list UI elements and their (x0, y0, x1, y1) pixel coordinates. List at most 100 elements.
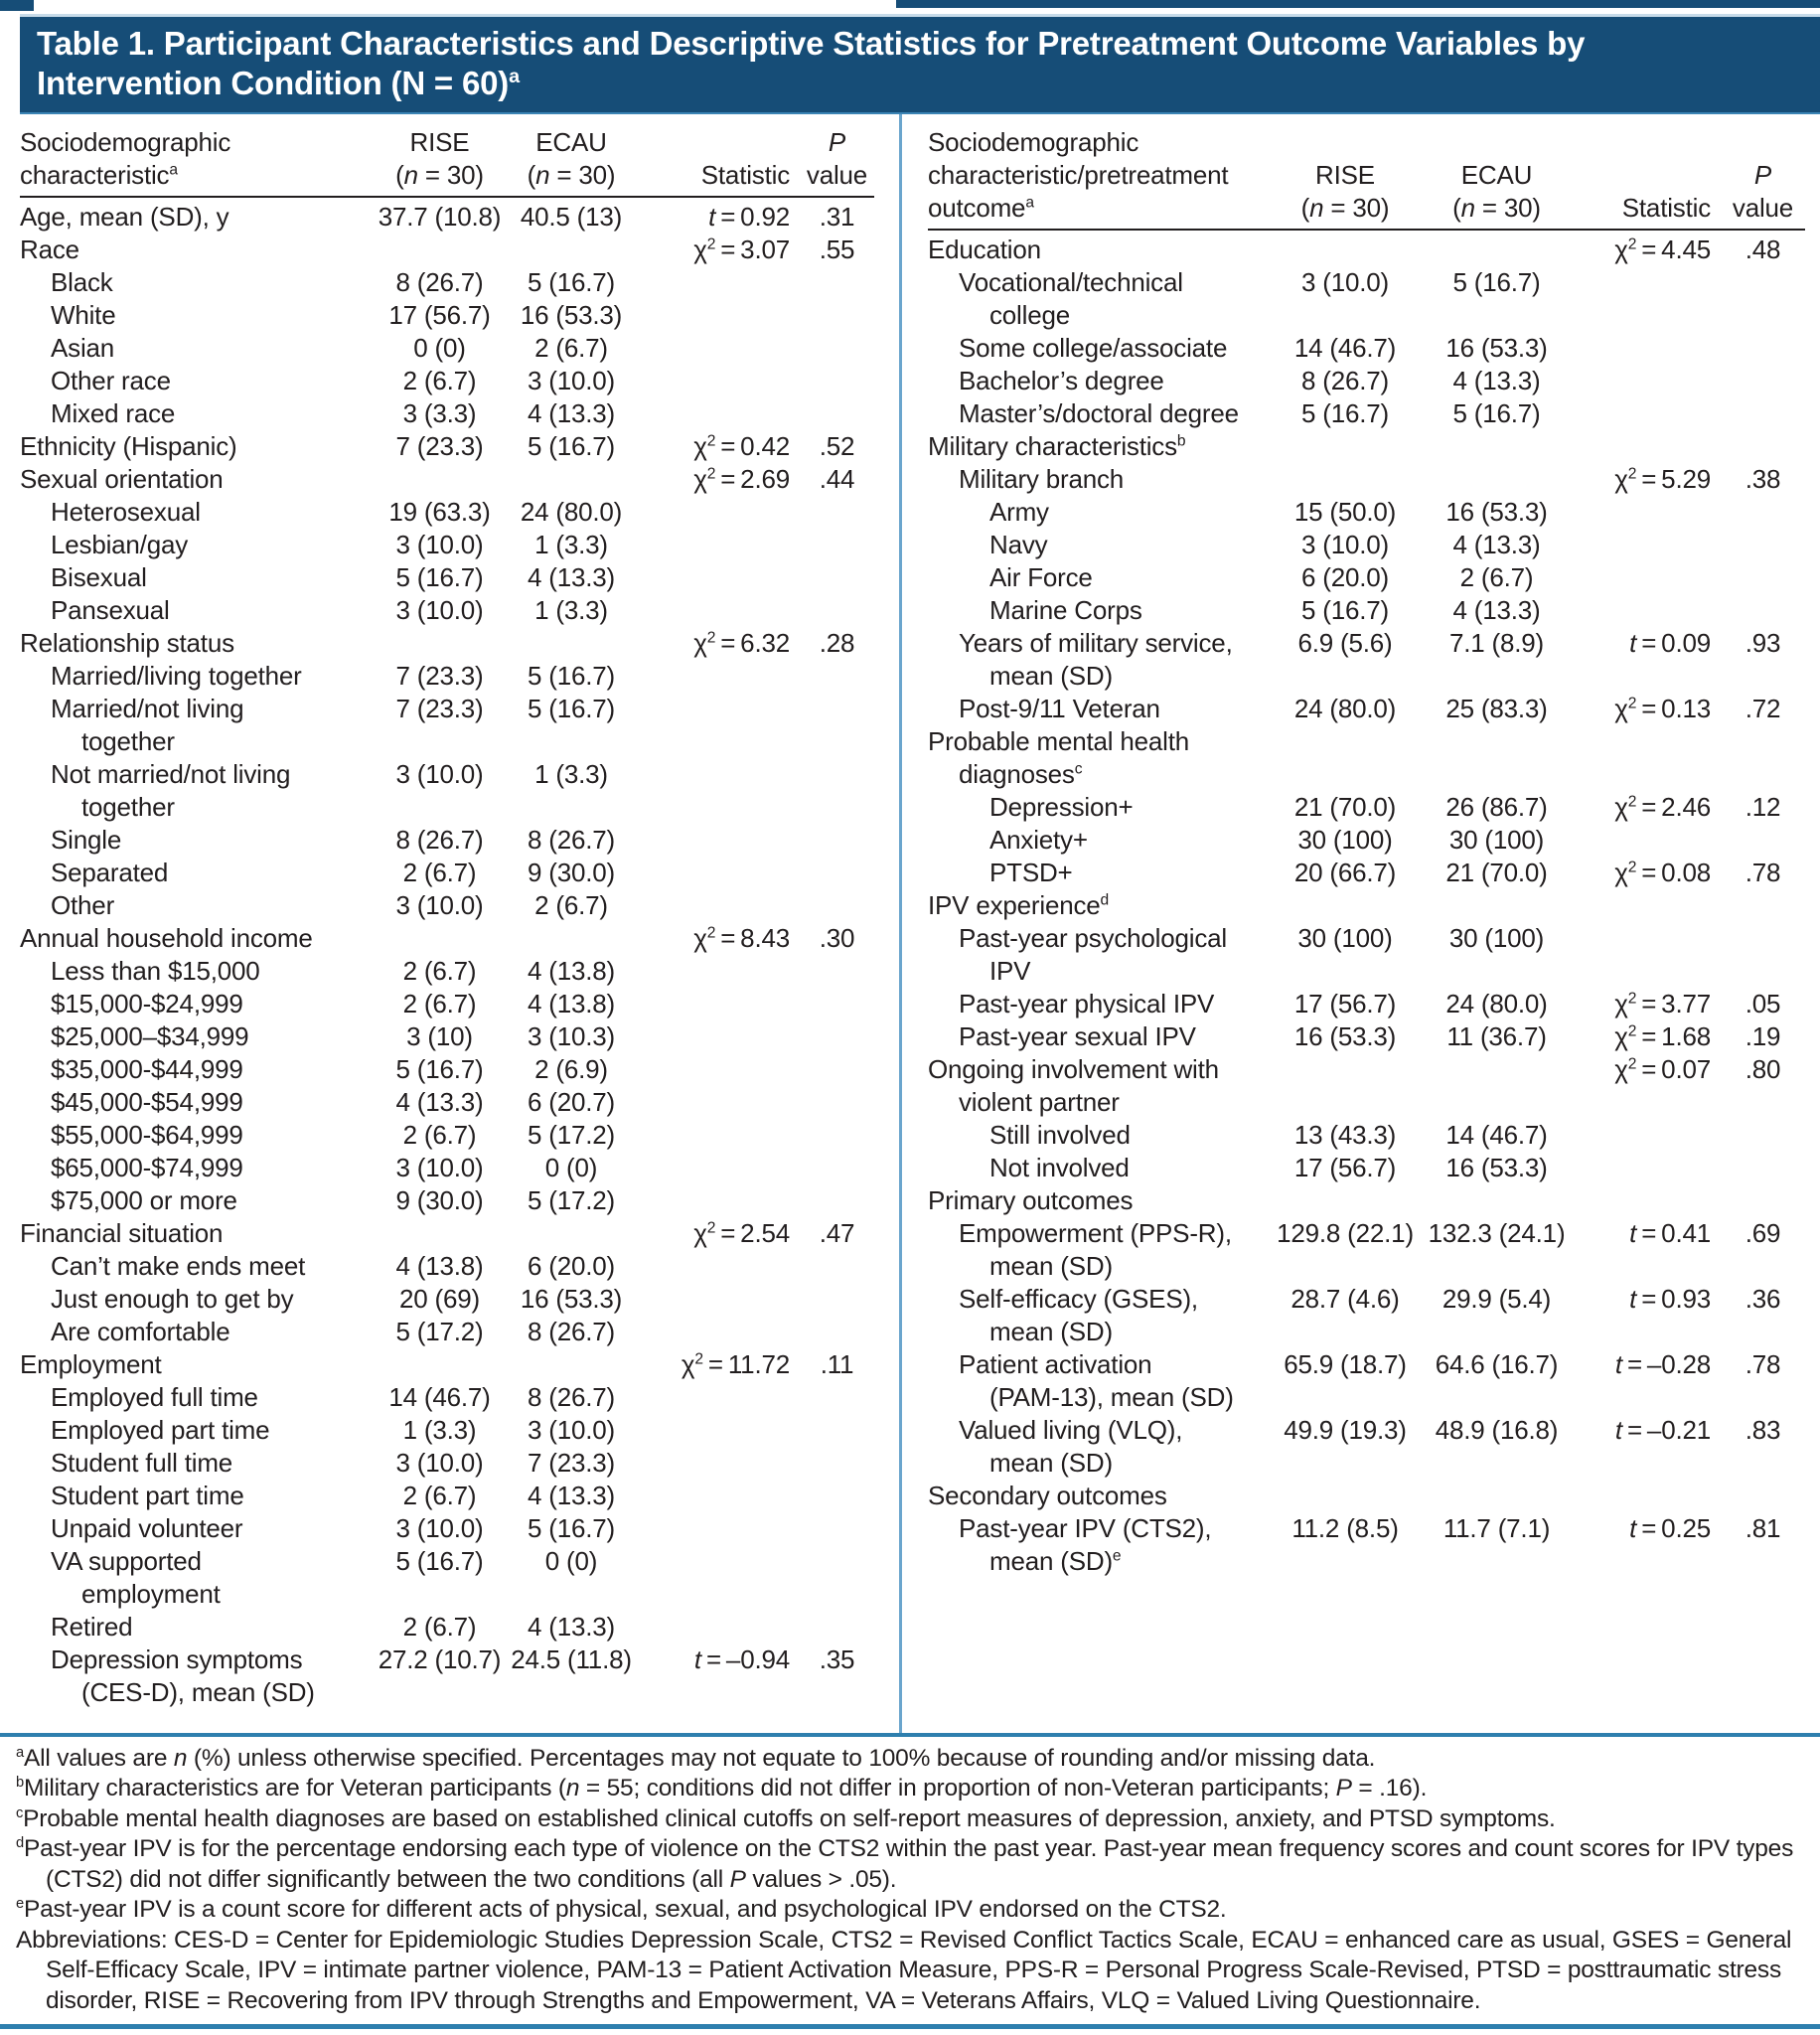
header-rise-line: RISE (409, 127, 470, 157)
p-value-cell: .80 (1744, 1054, 1781, 1084)
ecau-value-cell: 5 (16.7) (527, 431, 615, 461)
table-columns: Sociodemographic characteristica RISE (n = … (0, 114, 1820, 1733)
row-label: $35,000-$44,999 (20, 1053, 373, 1086)
statistic-cell (636, 1020, 800, 1053)
row-label-line2: mean (SD) (989, 1317, 1113, 1346)
rise-value-cell: 3 (10.0) (1300, 530, 1389, 559)
statistic-cell: χ2 = 0.07 (1614, 1054, 1711, 1084)
row-label-line1: Employed full time (51, 1382, 258, 1412)
header-rise-column: RISE (n = 30) (373, 126, 507, 192)
statistic-cell (636, 693, 800, 758)
row-label-line1: Army (989, 497, 1049, 527)
statistic-cell (636, 1447, 800, 1480)
ecau-value-cell (1420, 1480, 1574, 1512)
p-value-cell (1721, 889, 1805, 922)
statistic-cell (636, 1414, 800, 1447)
p-value-cell (800, 988, 874, 1020)
header-rise-line: RISE (1315, 160, 1375, 190)
rise-value-cell: 2 (6.7) (402, 858, 477, 887)
p-value-cell: .19 (1744, 1021, 1781, 1051)
ecau-value-cell: 21 (70.0) (1445, 858, 1548, 887)
row-label-line1: Black (51, 267, 113, 297)
row-label-line1: Pansexual (51, 595, 170, 625)
ecau-value-cell: 5 (16.7) (527, 661, 615, 691)
row-label: Years of military service, mean (SD) (928, 627, 1271, 693)
ecau-value-cell: 25 (83.3) (1445, 694, 1548, 723)
ecau-value-cell: 48.9 (16.8) (1435, 1415, 1559, 1445)
page-edge-artifact-left (0, 0, 34, 11)
rise-value-cell: 5 (16.7) (395, 1546, 484, 1576)
statistic-cell (1574, 365, 1721, 397)
rise-value-cell: 5 (16.7) (1300, 398, 1389, 428)
p-value-cell (800, 857, 874, 889)
row-label-line1: Can’t make ends meet (51, 1251, 306, 1281)
footnote-line: cProbable mental health diagnoses are ba… (16, 1804, 1556, 1832)
rise-value-cell: 1 (3.3) (402, 1415, 477, 1445)
ecau-value-cell: 3 (10.3) (527, 1021, 615, 1051)
statistic-cell: χ2 = 8.43 (693, 923, 790, 953)
p-value-cell: .11 (820, 1349, 854, 1379)
rise-value-cell: 9 (30.0) (395, 1185, 484, 1215)
row-label-line1: Air Force (989, 562, 1093, 592)
p-value-cell: .55 (819, 235, 855, 264)
row-label: Financial situation (20, 1217, 373, 1250)
rise-value-cell (1271, 1053, 1420, 1119)
ecau-value-cell: 2 (6.9) (534, 1054, 608, 1084)
statistic-cell: χ2 = 0.42 (693, 431, 790, 461)
statistic-cell: χ2 = 11.72 (681, 1349, 790, 1379)
statistic-cell (1574, 922, 1721, 988)
p-value-cell: .81 (1744, 1513, 1781, 1543)
p-value-cell (800, 397, 874, 430)
row-label: Race (20, 234, 373, 266)
p-value-cell: .05 (1744, 989, 1781, 1018)
row-label: Bisexual (20, 561, 373, 594)
ecau-value-cell: 0 (0) (544, 1546, 598, 1576)
p-value-cell (800, 1414, 874, 1447)
ecau-value-cell: 16 (53.3) (520, 300, 623, 330)
rise-value-cell: 2 (6.7) (402, 1120, 477, 1150)
row-label: Age, mean (SD), y (20, 201, 373, 234)
statistic-cell (636, 397, 800, 430)
ecau-value-cell (1420, 1184, 1574, 1217)
row-label-line2: together (81, 726, 175, 756)
row-label-line2: mean (SD) (989, 661, 1113, 691)
statistic-cell (1574, 889, 1721, 922)
statistic-cell: t = –0.94 (693, 1644, 790, 1674)
row-label: Ongoing involvement with violent partner (928, 1053, 1271, 1119)
row-label-line1: Valued living (VLQ), (959, 1415, 1183, 1445)
rise-value-cell: 37.7 (10.8) (378, 202, 502, 232)
ecau-value-cell: 2 (6.7) (1459, 562, 1534, 592)
statistic-cell (1574, 397, 1721, 430)
row-label: $15,000-$24,999 (20, 988, 373, 1020)
row-label: $55,000-$64,999 (20, 1119, 373, 1152)
rise-value-cell: 20 (69) (399, 1284, 480, 1314)
ecau-value-cell: 30 (100) (1448, 825, 1545, 855)
statistic-cell (636, 561, 800, 594)
ecau-value-cell (1420, 234, 1574, 266)
rise-value-cell: 13 (43.3) (1293, 1120, 1397, 1150)
header-ecau-column: ECAU (n = 30) (1420, 126, 1574, 225)
statistic-cell (636, 824, 800, 857)
rise-value-cell: 2 (6.7) (402, 989, 477, 1018)
row-label-line1: Years of military service, (959, 628, 1233, 658)
statistic-cell: χ2 = 0.08 (1614, 858, 1711, 887)
row-label: Just enough to get by (20, 1283, 373, 1316)
ecau-value-cell: 6 (20.7) (527, 1087, 615, 1117)
p-value-cell: .93 (1744, 628, 1781, 658)
table-title-bar: Table 1. Participant Characteristics and… (20, 14, 1820, 114)
statistic-cell: χ2 = 2.69 (693, 464, 790, 494)
rise-value-cell: 7 (23.3) (395, 661, 484, 691)
row-label: Not involved (928, 1152, 1271, 1184)
statistic-cell (636, 1119, 800, 1152)
rise-value-cell: 49.9 (19.3) (1284, 1415, 1407, 1445)
ecau-value-cell: 5 (16.7) (527, 1513, 615, 1543)
row-label: $25,000–$34,999 (20, 1020, 373, 1053)
p-value-cell (1721, 397, 1805, 430)
statistic-cell (1574, 561, 1721, 594)
p-value-cell: .83 (1744, 1415, 1781, 1445)
p-value-cell (800, 824, 874, 857)
row-label-line1: Other race (51, 366, 171, 395)
ecau-value-cell: 30 (100) (1448, 923, 1545, 953)
row-label: Mixed race (20, 397, 373, 430)
p-value-cell: .52 (819, 431, 855, 461)
